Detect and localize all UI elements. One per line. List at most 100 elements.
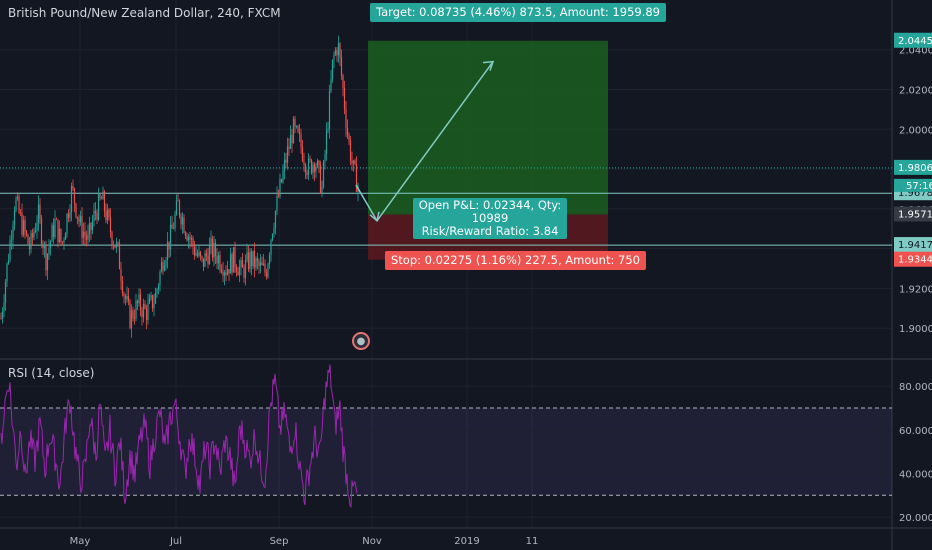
candle-body xyxy=(289,135,292,149)
candle-body xyxy=(199,251,202,257)
candle-body xyxy=(16,196,19,199)
candle-body xyxy=(345,108,347,128)
candle-body xyxy=(270,239,272,255)
candle-body xyxy=(0,318,2,320)
candle-body xyxy=(235,266,238,272)
candle-body xyxy=(282,170,284,182)
price-label: 1.93441 xyxy=(898,255,932,266)
candle-body xyxy=(55,218,58,220)
candle-body xyxy=(262,263,265,266)
candle-body xyxy=(163,266,166,271)
candle-body xyxy=(178,200,181,216)
candle-body xyxy=(313,164,316,172)
candle-body xyxy=(223,272,226,276)
candle-body xyxy=(351,160,353,164)
candle-body xyxy=(249,251,251,269)
candle-body xyxy=(276,195,278,212)
candle-body xyxy=(61,241,64,243)
candle-body xyxy=(229,254,232,274)
candle-body xyxy=(315,166,317,172)
candle-body xyxy=(154,293,157,304)
candle-body xyxy=(220,269,223,272)
arrowhead-up xyxy=(482,60,495,71)
candle-body xyxy=(76,216,79,219)
candle-body xyxy=(129,301,131,329)
candle-body xyxy=(291,135,293,144)
price-label-bg xyxy=(894,237,932,253)
candle-body xyxy=(259,262,262,266)
candle-body xyxy=(324,153,326,162)
candle-body xyxy=(240,260,242,267)
pnl-box[interactable]: Open P&L: 0.02344, Qty: 10989 Risk/Rewar… xyxy=(413,198,567,239)
candle-body xyxy=(72,186,74,189)
candle-body xyxy=(171,224,173,229)
candle-body xyxy=(94,210,97,214)
price-label: 1.98060 xyxy=(898,163,932,174)
target-label[interactable]: Target: 0.08735 (4.46%) 873.5, Amount: 1… xyxy=(370,3,666,22)
candle-body xyxy=(10,239,13,241)
price-label: 1.95716 xyxy=(898,209,932,220)
candle-body xyxy=(183,217,185,233)
candle-body xyxy=(265,272,268,278)
candle-body xyxy=(1,311,4,319)
candle-body xyxy=(58,228,61,243)
candle-body xyxy=(268,254,271,265)
candle-body xyxy=(138,294,140,304)
candle-body xyxy=(15,198,17,211)
candle-body xyxy=(19,212,22,214)
price-label-bg xyxy=(894,32,932,48)
globe-icon[interactable]: ● xyxy=(352,332,370,350)
candle-body xyxy=(120,269,122,282)
candle-body xyxy=(303,160,305,165)
candle-body xyxy=(24,220,26,232)
candle-body xyxy=(325,130,328,154)
candle-body xyxy=(307,158,310,175)
candle-body xyxy=(310,159,313,174)
candle-body xyxy=(63,239,65,243)
candle-body xyxy=(267,264,269,278)
candle-body xyxy=(243,267,245,278)
candle-body xyxy=(82,231,85,238)
candle-body xyxy=(108,209,110,218)
candle-body xyxy=(330,79,332,92)
candle-body xyxy=(81,216,83,238)
candle-body xyxy=(256,258,259,262)
candle-body xyxy=(39,204,41,219)
candle-body xyxy=(142,303,145,318)
candle-body xyxy=(30,233,32,250)
candle-body xyxy=(225,272,227,275)
candle-body xyxy=(340,57,343,76)
candle-body xyxy=(130,310,133,329)
price-candles xyxy=(0,35,359,338)
candle-body xyxy=(100,198,103,200)
candle-body xyxy=(25,231,28,235)
candle-body xyxy=(7,260,10,264)
candle-body xyxy=(297,126,299,133)
candle-body xyxy=(231,254,233,273)
candle-body xyxy=(318,160,320,165)
candle-body xyxy=(210,238,212,245)
candle-body xyxy=(45,244,47,271)
x-tick-label: Nov xyxy=(362,536,382,547)
candle-body xyxy=(175,200,178,215)
candle-body xyxy=(12,224,14,240)
candle-body xyxy=(195,253,197,256)
candle-body xyxy=(198,251,200,256)
candle-body xyxy=(165,259,167,267)
risk-reward-line: Risk/Reward Ratio: 3.84 xyxy=(421,224,559,238)
candle-body xyxy=(306,172,308,175)
candle-body xyxy=(334,50,337,55)
candle-body xyxy=(97,194,100,220)
candle-body xyxy=(300,133,302,148)
stop-label[interactable]: Stop: 0.02275 (1.16%) 227.5, Amount: 750 xyxy=(385,251,646,270)
candle-body xyxy=(49,241,52,248)
candle-body xyxy=(234,247,236,267)
candle-body xyxy=(252,250,254,267)
candle-body xyxy=(37,204,40,223)
candle-body xyxy=(52,225,55,237)
candle-body xyxy=(133,318,136,320)
candle-body xyxy=(211,238,214,258)
candle-body xyxy=(226,269,229,275)
pnl-line: Open P&L: 0.02344, Qty: 10989 xyxy=(418,198,562,225)
